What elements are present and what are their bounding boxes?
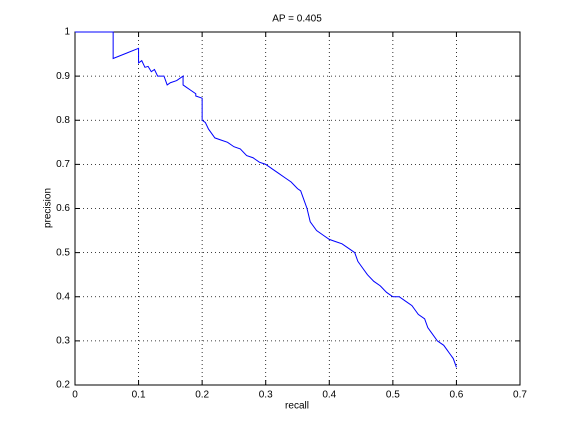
x-tick-label: 0 <box>72 390 78 401</box>
y-tick-label: 0.6 <box>56 203 70 214</box>
y-axis-label: precision <box>43 188 54 228</box>
y-tick-label: 0.4 <box>56 291 70 302</box>
y-tick-label: 0.2 <box>56 380 70 391</box>
y-tick-label: 0.9 <box>56 71 70 82</box>
x-tick-label: 0.5 <box>386 390 400 401</box>
y-tick-label: 0.7 <box>56 159 70 170</box>
pr-curve <box>75 31 457 368</box>
x-axis-label: recall <box>285 401 309 412</box>
plot-frame <box>74 31 521 386</box>
chart-title: AP = 0.405 <box>272 14 322 25</box>
x-tick-label: 0.4 <box>322 390 336 401</box>
y-tick-label: 0.5 <box>56 247 70 258</box>
x-tick-label: 0.6 <box>449 390 463 401</box>
y-tick-label: 0.8 <box>56 115 70 126</box>
x-tick-label: 0.3 <box>259 390 273 401</box>
x-tick-label: 0.1 <box>132 390 146 401</box>
y-tick-label: 1 <box>64 27 70 38</box>
x-tick-label: 0.7 <box>513 390 527 401</box>
y-tick-label: 0.3 <box>56 336 70 347</box>
x-tick-label: 0.2 <box>195 390 209 401</box>
